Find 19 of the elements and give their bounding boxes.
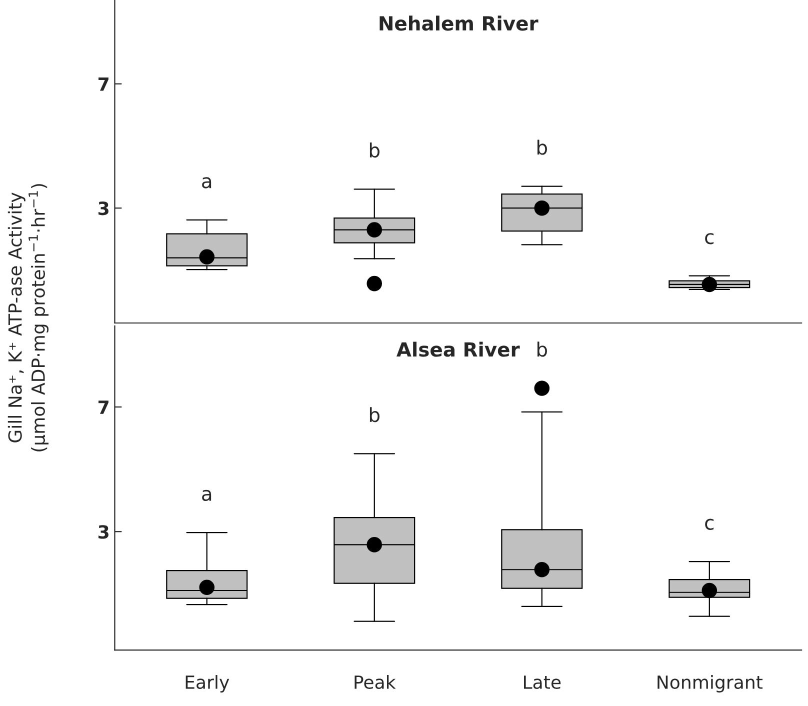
y-tick-label: 3 [98, 525, 108, 539]
annotation: b [370, 407, 380, 422]
annotation: a [202, 490, 212, 501]
x-tick-label: Peak [354, 675, 396, 689]
x-tick-label: Late [524, 676, 561, 689]
y-axis-title: Gill Na⁺, K⁺ ATP-ase Activity (µmol ADP·mg protein$^{−1}$·hr$^{−1}$) [8, 184, 49, 452]
annotation: b [537, 342, 547, 357]
x-tick-label: Nonmigrant [658, 675, 763, 692]
text: Alsea River [396, 342, 520, 357]
text: Nehalem River [380, 16, 538, 31]
x-tick-label: Early [186, 675, 230, 692]
y-tick-label: 3 [98, 202, 108, 216]
annotation: a [202, 177, 212, 188]
annotation: b [370, 142, 380, 158]
y-tick-label: 7 [98, 78, 108, 91]
y-tick-label: 7 [98, 400, 108, 414]
annotation: c [705, 518, 714, 530]
annotation: c [705, 233, 714, 244]
annotation: b [537, 140, 547, 155]
